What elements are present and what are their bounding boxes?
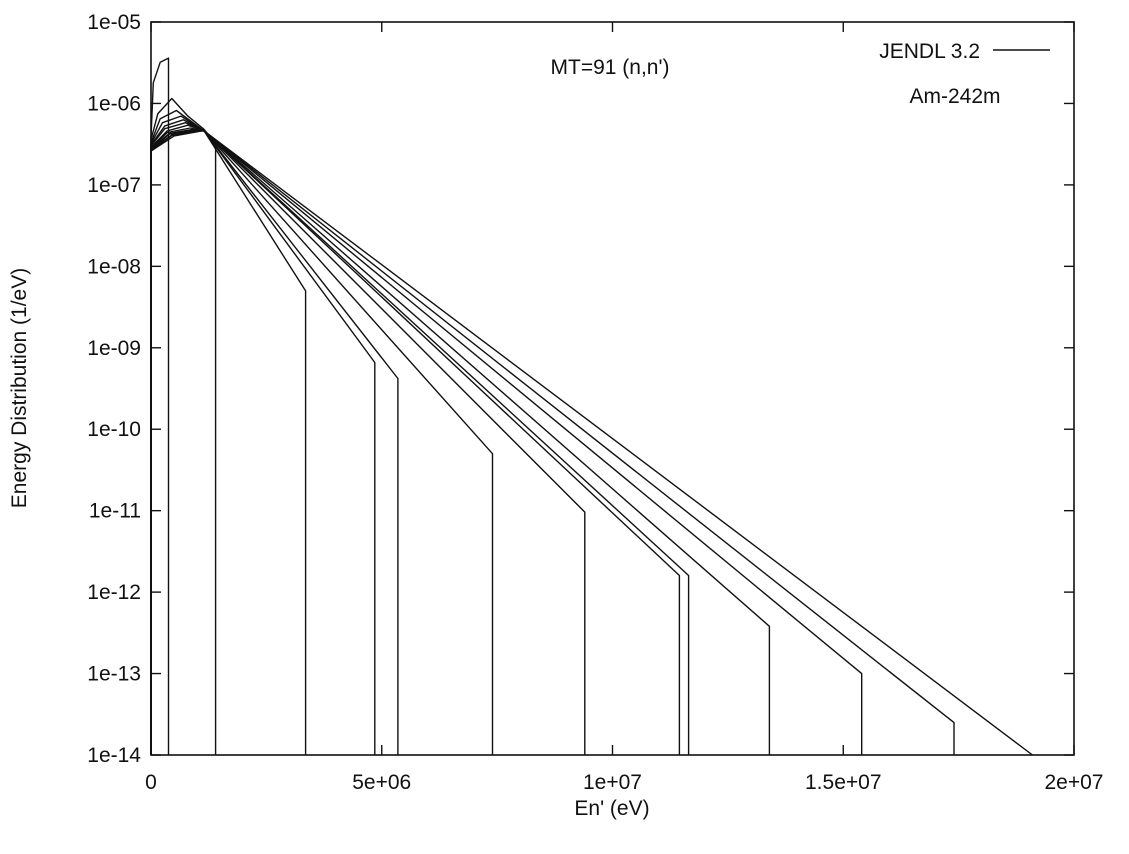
- series-line-6: [150, 121, 494, 755]
- y-tick-label: 1e-12: [87, 581, 141, 604]
- y-axis-title: Energy Distribution (1/eV): [8, 268, 31, 508]
- y-tick-label: 1e-05: [87, 11, 141, 34]
- x-tick-label: 2e+07: [1045, 771, 1104, 794]
- y-tick-label: 1e-07: [87, 174, 141, 197]
- legend-label: JENDL 3.2: [879, 40, 980, 63]
- y-tick-label: 1e-13: [87, 663, 141, 686]
- series-line-8: [150, 127, 681, 755]
- series-line-7: [150, 124, 586, 755]
- y-tick-label: 1e-14: [87, 744, 141, 767]
- x-axis-title: En' (eV): [574, 797, 649, 820]
- series-line-5: [150, 119, 399, 755]
- x-tick-label: 5e+06: [352, 771, 411, 794]
- annotation-nuclide: Am-242m: [909, 85, 1000, 108]
- series-lines: [150, 57, 1033, 756]
- series-line-1: [150, 57, 170, 755]
- y-tick-label: 1e-10: [87, 418, 141, 441]
- y-tick-label: 1e-09: [87, 337, 141, 360]
- series-line-12: [150, 130, 955, 755]
- series-line-2: [150, 97, 217, 755]
- plot-frame: [150, 21, 1075, 756]
- series-line-3: [150, 109, 307, 755]
- y-tick-label: 1e-06: [87, 92, 141, 115]
- series-line-9: [150, 128, 690, 755]
- series-line-11: [150, 129, 863, 755]
- axis-ticks: 0 5e+06 1e+07 1.5e+07 2e+07 1e-05 1e-06 1e-07 1e…: [87, 11, 1103, 794]
- series-line-13: [150, 130, 1033, 756]
- x-tick-label: 1.5e+07: [805, 771, 882, 794]
- annotation-mt: MT=91 (n,n'): [551, 56, 670, 79]
- x-tick-label: 0: [145, 771, 157, 794]
- series-line-4: [150, 115, 376, 755]
- x-tick-label: 1e+07: [583, 771, 642, 794]
- y-tick-label: 1e-08: [87, 255, 141, 278]
- series-line-10: [150, 129, 771, 755]
- y-tick-label: 1e-11: [89, 500, 141, 523]
